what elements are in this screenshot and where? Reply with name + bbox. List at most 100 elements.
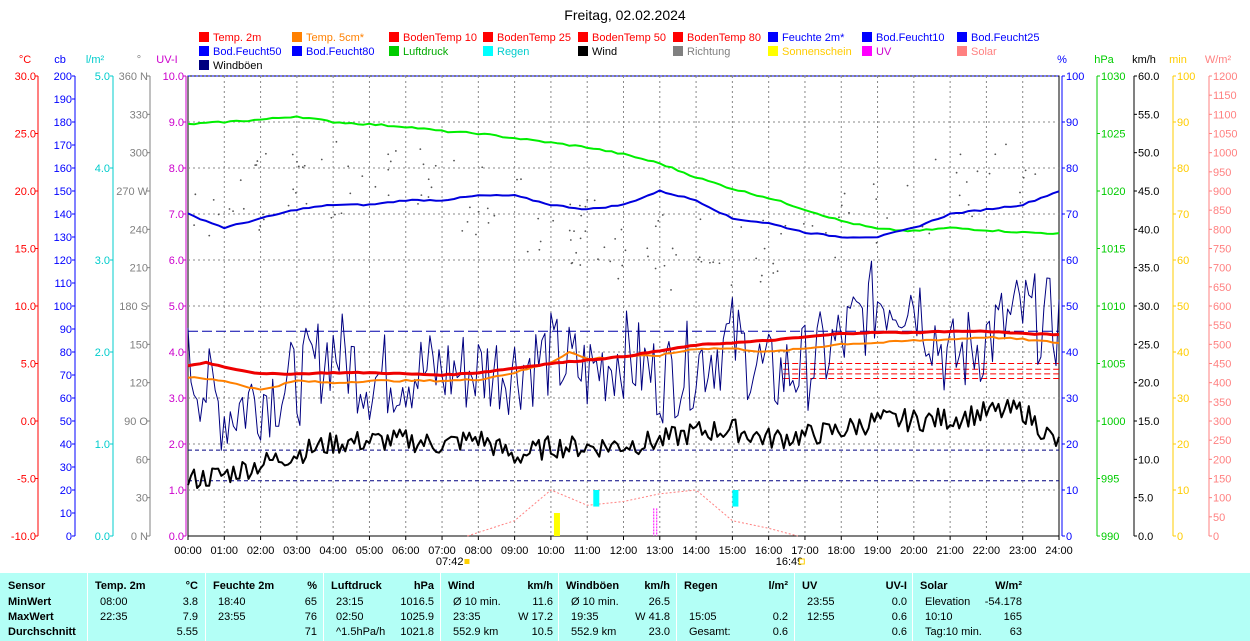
x-tick-label: 01:00	[211, 545, 239, 557]
x-tick-label: 23:00	[1009, 545, 1037, 557]
axis-tick-label: 800	[1213, 224, 1231, 236]
axis-tick-label: 60	[1177, 255, 1189, 267]
cell-label: Ø 10 min.	[571, 596, 619, 608]
x-tick-label: 06:00	[392, 545, 420, 557]
direction-point	[420, 194, 423, 197]
direction-point	[762, 219, 765, 222]
axis-tick-label: 40.0	[1138, 224, 1159, 236]
axis-tick-label: 250	[1213, 435, 1231, 447]
direction-point	[552, 219, 555, 222]
direction-point	[475, 233, 477, 236]
direction-point	[772, 262, 775, 265]
legend-swatch	[199, 32, 209, 42]
direction-point	[287, 204, 290, 207]
axis-tick-label: 130	[54, 232, 72, 244]
axis-tick-label: 20.0	[15, 186, 36, 198]
axis-tick-label: 60.0	[1138, 71, 1159, 83]
axis-tick-label: 1010	[1101, 301, 1125, 313]
axis-tick-label: 100	[1213, 493, 1231, 505]
axis-tick-label: 45.0	[1138, 186, 1159, 198]
axis-tick-label: 30	[136, 493, 148, 505]
direction-point	[646, 247, 649, 250]
direction-point	[838, 216, 840, 219]
direction-point	[700, 260, 703, 263]
cell-label: 15:05	[689, 611, 717, 623]
axis-tick-label: 30	[60, 462, 72, 474]
x-tick-label: 12:00	[610, 545, 638, 557]
legend-swatch	[673, 32, 683, 42]
direction-point	[802, 222, 805, 225]
series-luftdruck	[187, 115, 1060, 235]
legend-swatch	[957, 46, 967, 56]
axis-tick-label: 10	[1066, 485, 1078, 497]
direction-point	[934, 158, 937, 161]
direction-point	[193, 224, 196, 227]
cell-label: 10:10	[925, 611, 953, 623]
cell-label: 23:35	[453, 611, 481, 623]
direction-point	[335, 140, 338, 143]
axis-tick-label: 160	[54, 163, 72, 175]
legend-label: Bod.Feucht50	[213, 46, 282, 58]
legend-swatch	[389, 32, 399, 42]
direction-point	[886, 217, 888, 219]
direction-point	[1034, 173, 1037, 176]
weather-chart: Freitag, 02.02.2024 °C 30.0 25.0 20.0 15.0 10.…	[11, 7, 1238, 568]
axis-tick-label: 150	[54, 186, 72, 198]
direction-point	[232, 210, 234, 213]
axis-tick-label: 60	[60, 393, 72, 405]
direction-point	[394, 150, 397, 152]
legend-label: Bod.Feucht80	[306, 46, 375, 58]
direction-point	[434, 164, 437, 167]
direction-point	[958, 194, 961, 197]
stats-table: Sensor MinWert MaxWert Durchschnitt Temp…	[0, 573, 1250, 641]
axis-tick-label: 150	[130, 339, 148, 351]
direction-point	[330, 216, 333, 219]
sunrise-label: 07:42	[436, 556, 464, 568]
direction-point	[654, 267, 657, 270]
direction-point	[374, 185, 377, 188]
cell-label: 23:15	[336, 596, 364, 608]
direction-point	[430, 186, 433, 189]
cell-label: 19:35	[571, 611, 599, 623]
direction-point	[516, 178, 518, 181]
direction-point	[320, 158, 323, 161]
direction-point	[297, 165, 300, 168]
cell-label: ^1.5hPa/h	[336, 626, 386, 638]
direction-point	[699, 218, 702, 221]
direction-point	[427, 178, 430, 181]
cell-value: 0.2	[772, 611, 788, 623]
axis-tick-label: 100	[1066, 71, 1084, 83]
cell-label: Elevation	[925, 596, 971, 608]
series-feuchte	[187, 189, 1060, 239]
axis-tick-label: 10.0	[15, 301, 36, 313]
direction-point	[928, 232, 931, 235]
direction-point	[228, 208, 231, 210]
axis-tick-label: 3.0	[95, 255, 110, 267]
axis-tick-label: 0	[1177, 531, 1183, 543]
axis-tick-label: 50.0	[1138, 148, 1159, 160]
direction-point	[657, 219, 660, 222]
axis-tick-label: 1020	[1101, 186, 1125, 198]
axis-tick-label: 0.0	[95, 531, 110, 543]
direction-point	[419, 148, 422, 151]
axis-tick-label: 90 O	[124, 416, 148, 428]
legend-label: Regen	[497, 46, 529, 58]
axis-tick-label: 190	[54, 94, 72, 106]
axis-tick-label: 600	[1213, 301, 1231, 313]
legend-label: BodenTemp 50	[592, 32, 666, 44]
column-title: Solar	[920, 580, 948, 592]
direction-point	[617, 277, 620, 280]
series-wind	[187, 398, 1060, 489]
cell-value: 1021.8	[400, 626, 434, 638]
axis-tick-label: 40	[1177, 347, 1189, 359]
direction-point	[305, 202, 308, 205]
direction-point	[654, 225, 657, 228]
direction-point	[387, 194, 390, 197]
direction-point	[580, 214, 583, 217]
legend-swatch	[389, 46, 399, 56]
direction-point	[1022, 176, 1025, 179]
x-tick-label: 13:00	[646, 545, 674, 557]
axis-tick-label: 200	[1213, 454, 1231, 466]
axis-tick-label: 1000	[1213, 148, 1237, 160]
column-unit: UV-I	[885, 580, 907, 592]
